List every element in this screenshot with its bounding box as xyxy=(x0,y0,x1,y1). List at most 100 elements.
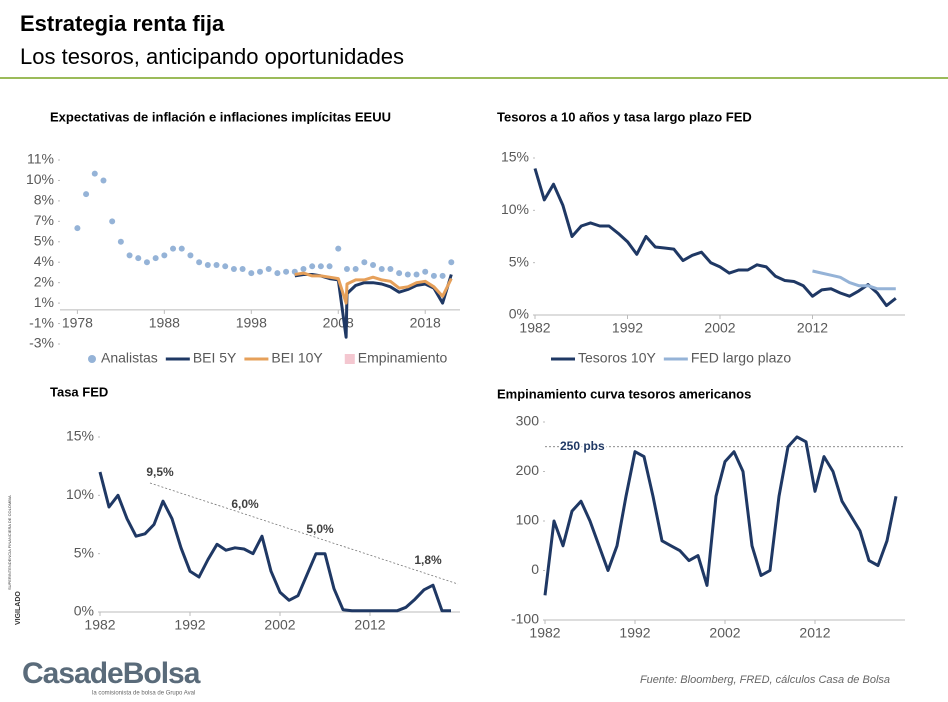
x-tick-label: 1992 xyxy=(612,320,643,336)
x-tick-label: 1982 xyxy=(84,617,115,633)
source: Fuente: Bloomberg, FRED, cálculos Casa d… xyxy=(640,674,890,686)
chart-title: Expectativas de inflación e inflaciones … xyxy=(50,109,391,124)
point xyxy=(352,266,359,273)
point xyxy=(404,271,411,278)
line xyxy=(812,269,896,291)
logo: CasadeBolsa xyxy=(22,657,201,690)
y-tick-label: -1% xyxy=(29,314,54,330)
line xyxy=(543,435,898,596)
x-tick-label: 2018 xyxy=(410,315,441,331)
y-tick-label: 2% xyxy=(34,273,54,289)
x-tick-label: 2012 xyxy=(797,320,828,336)
point xyxy=(248,270,255,277)
x-tick-label: 1978 xyxy=(62,315,93,331)
y-tick-label: 8% xyxy=(34,192,54,208)
point xyxy=(378,266,385,273)
y-tick-label: 7% xyxy=(34,212,54,228)
x-tick-label: 2002 xyxy=(704,320,735,336)
legend-label: BEI 10Y xyxy=(271,350,323,366)
legend-label: Empinamiento xyxy=(358,350,448,366)
y-tick-label: 100 xyxy=(516,512,540,528)
legend-label: FED largo plazo xyxy=(691,350,792,366)
y-tick-label: 15% xyxy=(66,428,94,444)
x-tick-label: 1992 xyxy=(619,625,650,641)
point xyxy=(126,252,133,259)
y-tick-label: -100 xyxy=(511,611,539,627)
legend-label: BEI 5Y xyxy=(193,350,237,366)
chart-title: Tesoros a 10 años y tasa largo plazo FED xyxy=(497,109,752,124)
point xyxy=(387,266,394,273)
point xyxy=(187,252,194,259)
point xyxy=(396,270,403,277)
chart-title: Tasa FED xyxy=(50,384,108,399)
x-tick-label: 2002 xyxy=(264,617,295,633)
side-label: SUPERINTENDENCIA FINANCIERA DE COLOMBIA xyxy=(7,495,12,590)
legend-label: Analistas xyxy=(101,350,158,366)
x-tick-label: 1982 xyxy=(519,320,550,336)
point xyxy=(170,245,177,252)
x-tick-label: 1992 xyxy=(174,617,205,633)
x-tick-label: 1988 xyxy=(149,315,180,331)
y-tick-label: 5% xyxy=(74,544,94,560)
y-tick-label: 0% xyxy=(74,603,94,619)
point xyxy=(448,259,455,266)
point xyxy=(74,225,81,232)
point xyxy=(109,218,116,225)
annotation: 1,8% xyxy=(414,553,442,567)
point xyxy=(422,268,429,275)
point xyxy=(152,255,159,262)
subtitle: Los tesoros, anticipando oportunidades xyxy=(20,44,404,69)
trend-line xyxy=(149,482,459,585)
x-tick-label: 2012 xyxy=(354,617,385,633)
line xyxy=(533,168,897,308)
annotation: 9,5% xyxy=(146,465,174,479)
annotation: 6,0% xyxy=(231,497,259,511)
point xyxy=(135,255,142,262)
point xyxy=(430,272,437,279)
point xyxy=(100,177,107,184)
point xyxy=(335,245,342,252)
point xyxy=(413,271,420,278)
point xyxy=(370,261,377,268)
line xyxy=(294,271,453,305)
reference-label: 250 pbs xyxy=(560,439,605,453)
point xyxy=(257,268,263,275)
point xyxy=(91,170,98,177)
y-tick-label: 10% xyxy=(66,486,94,502)
y-tick-label: 10% xyxy=(501,201,529,217)
point xyxy=(117,238,124,245)
point xyxy=(317,263,324,270)
point xyxy=(326,263,333,270)
point xyxy=(230,266,237,273)
legend-label: Tesoros 10Y xyxy=(578,350,656,366)
x-tick-label: 1982 xyxy=(529,625,560,641)
title: Estrategia renta fija xyxy=(20,11,225,36)
side-label: VIGILADO xyxy=(15,591,22,625)
x-tick-label: 2002 xyxy=(709,625,740,641)
x-tick-label: 2008 xyxy=(323,315,354,331)
y-tick-label: 5% xyxy=(509,253,529,269)
y-tick-label: 0 xyxy=(531,561,539,577)
line xyxy=(98,471,451,613)
point xyxy=(265,266,272,273)
point xyxy=(283,268,290,275)
legend-marker xyxy=(88,355,96,363)
y-tick-label: 4% xyxy=(34,253,54,269)
y-tick-label: 10% xyxy=(26,171,54,187)
point xyxy=(300,266,307,273)
point xyxy=(361,259,368,266)
point xyxy=(161,252,168,259)
point xyxy=(204,261,211,268)
point xyxy=(196,259,203,266)
annotation: 5,0% xyxy=(306,522,334,536)
y-tick-label: 200 xyxy=(516,462,540,478)
x-tick-label: 2012 xyxy=(799,625,830,641)
point xyxy=(213,261,220,268)
legend-marker xyxy=(344,354,355,364)
point xyxy=(309,263,316,270)
point xyxy=(439,272,446,279)
point xyxy=(274,270,281,277)
y-tick-label: -3% xyxy=(29,335,54,351)
y-tick-label: 11% xyxy=(27,151,54,167)
y-tick-label: 15% xyxy=(501,149,529,165)
